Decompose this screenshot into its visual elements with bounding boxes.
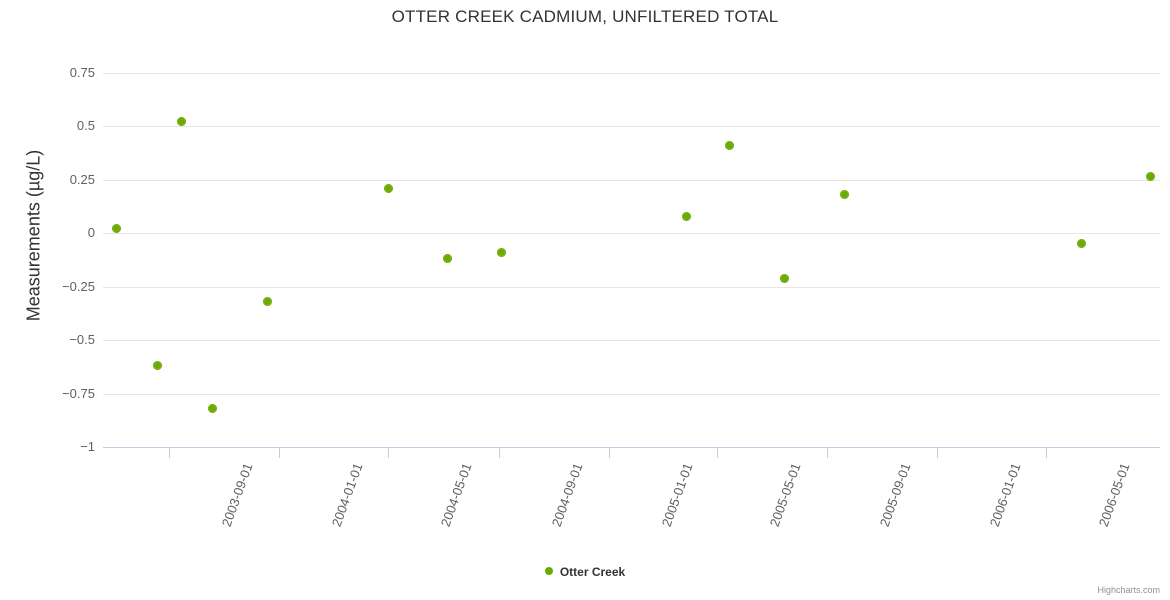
x-axis-tick-label: 2005-01-01 [658, 461, 696, 529]
x-axis-tick-label: 2006-05-01 [1095, 461, 1133, 529]
data-point[interactable] [724, 140, 734, 150]
data-point[interactable] [153, 361, 163, 371]
data-point[interactable] [442, 254, 452, 264]
x-axis-tick-label: 2004-09-01 [548, 461, 586, 529]
x-axis-tick [1045, 448, 1047, 458]
legend-marker-icon [544, 566, 553, 575]
data-point[interactable] [681, 211, 691, 221]
gridline [103, 126, 1160, 128]
data-point[interactable] [112, 224, 122, 234]
x-axis-tick-label: 2005-09-01 [877, 461, 915, 529]
x-axis-tick-label: 2003-09-01 [218, 461, 256, 529]
data-point[interactable] [176, 117, 186, 127]
gridline [103, 72, 1160, 74]
data-point[interactable] [779, 273, 789, 283]
x-axis-tick-label: 2004-05-01 [437, 461, 475, 529]
data-point[interactable] [263, 297, 273, 307]
gridline [103, 393, 1160, 395]
x-axis-tick [168, 448, 170, 458]
x-axis-tick [387, 448, 389, 458]
x-axis-tick-label: 2005-05-01 [766, 461, 804, 529]
data-point[interactable] [1145, 171, 1155, 181]
x-axis-tick-label: 2006-01-01 [987, 461, 1025, 529]
credits-link[interactable]: Highcharts.com [1097, 585, 1160, 595]
gridline [103, 233, 1160, 235]
gridline [103, 179, 1160, 181]
plot-area [103, 46, 1160, 447]
x-axis-tick [716, 448, 718, 458]
data-point[interactable] [1077, 239, 1087, 249]
data-point[interactable] [496, 247, 506, 257]
legend-item-label: Otter Creek [559, 564, 626, 579]
y-axis-title: Measurements (µg/L) [23, 149, 44, 322]
legend-item-otter-creek[interactable]: Otter Creek [544, 564, 626, 579]
y-axis-tick-label: −1 [80, 439, 95, 454]
x-axis-tick [937, 448, 939, 458]
x-axis-tick [278, 448, 280, 458]
gridline [103, 340, 1160, 342]
chart-title: OTTER CREEK CADMIUM, UNFILTERED TOTAL [391, 7, 779, 26]
gridline [103, 286, 1160, 288]
x-axis-line [103, 447, 1160, 448]
x-axis-tick [498, 448, 500, 458]
data-point[interactable] [840, 190, 850, 200]
chart-legend: Otter Creek [0, 564, 1170, 579]
x-axis-tick [827, 448, 829, 458]
data-point[interactable] [208, 404, 218, 413]
x-axis-tick [608, 448, 610, 458]
data-point[interactable] [384, 183, 394, 193]
x-axis-tick-label: 2004-01-01 [328, 461, 366, 529]
